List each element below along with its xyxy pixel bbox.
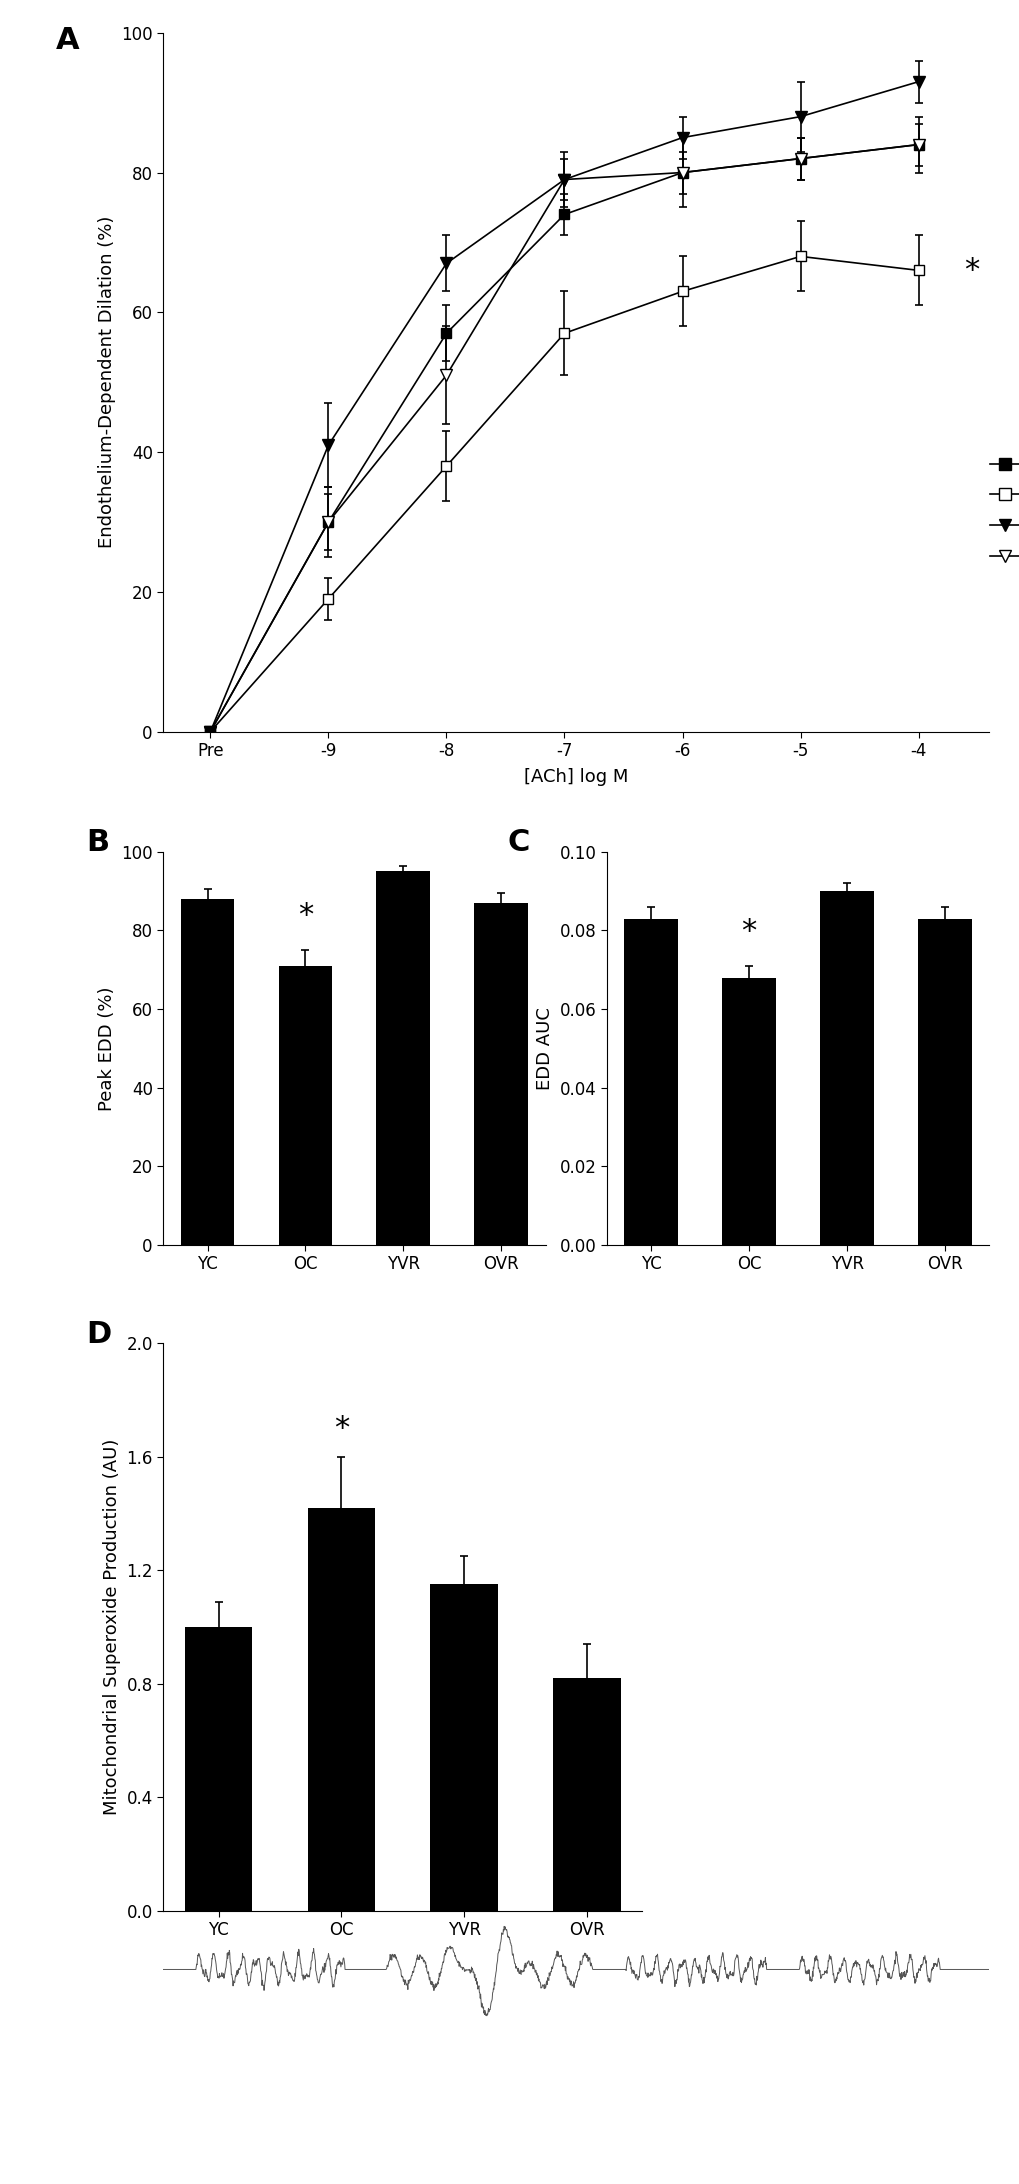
Bar: [278, 965, 332, 1245]
Bar: [376, 871, 430, 1245]
Y-axis label: EDD AUC: EDD AUC: [536, 1007, 553, 1090]
Bar: [819, 891, 873, 1245]
Text: *: *: [333, 1413, 348, 1441]
Bar: [184, 1627, 253, 1911]
Text: A: A: [56, 26, 79, 55]
Text: D: D: [87, 1321, 112, 1350]
Bar: [721, 978, 775, 1245]
Bar: [917, 919, 971, 1245]
Bar: [474, 902, 528, 1245]
Bar: [624, 919, 678, 1245]
Y-axis label: Peak EDD (%): Peak EDD (%): [98, 985, 115, 1112]
Bar: [180, 900, 234, 1245]
Text: *: *: [741, 917, 756, 946]
Text: B: B: [87, 828, 110, 856]
Text: *: *: [298, 902, 313, 930]
Legend: YC, OC, YVR, OVR: YC, OC, YVR, OVR: [981, 448, 1019, 574]
X-axis label: [ACh] log M: [ACh] log M: [524, 769, 628, 786]
Text: *: *: [963, 256, 978, 284]
Bar: [552, 1677, 620, 1911]
Y-axis label: Endothelium-Dependent Dilation (%): Endothelium-Dependent Dilation (%): [98, 216, 115, 548]
Text: C: C: [507, 828, 529, 856]
Bar: [430, 1586, 497, 1911]
Y-axis label: Mitochondrial Superoxide Production (AU): Mitochondrial Superoxide Production (AU): [103, 1439, 120, 1815]
Bar: [308, 1507, 375, 1911]
